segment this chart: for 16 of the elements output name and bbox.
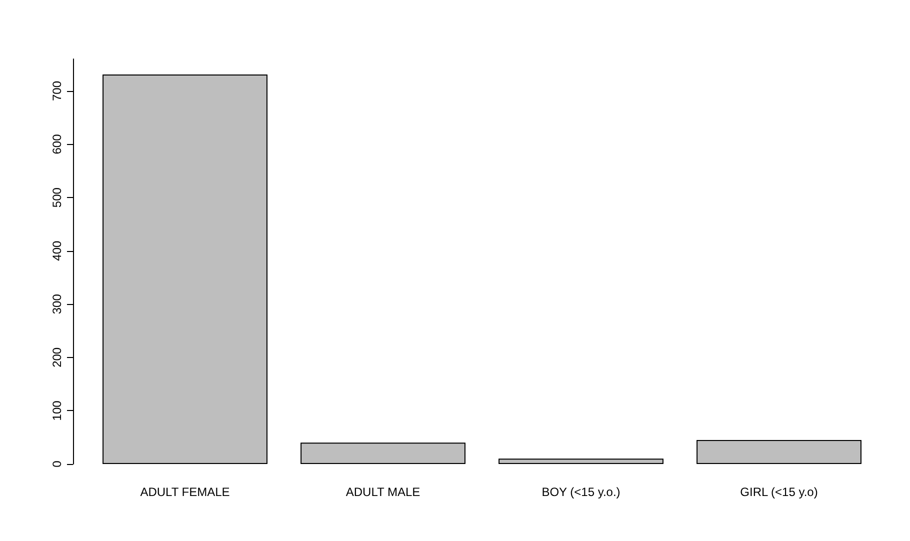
y-tick-label: 600 [50, 134, 64, 154]
y-tick-label: 400 [50, 240, 64, 261]
bar [102, 74, 268, 464]
bar [498, 458, 664, 464]
bar [300, 442, 466, 464]
y-tick-label: 700 [50, 80, 64, 101]
y-tick-label: 300 [50, 294, 64, 314]
y-tick-label: 0 [50, 460, 64, 468]
x-tick-label: ADULT FEMALE [140, 485, 230, 499]
y-tick-label: 200 [50, 347, 64, 368]
x-tick-label: BOY (<15 y.o.) [542, 485, 620, 499]
y-tick-label: 100 [50, 400, 64, 421]
x-tick-label: GIRL (<15 y.o) [740, 485, 818, 499]
y-tick-label: 500 [50, 187, 64, 208]
x-tick-label: ADULT MALE [346, 485, 420, 499]
bar [696, 440, 862, 464]
